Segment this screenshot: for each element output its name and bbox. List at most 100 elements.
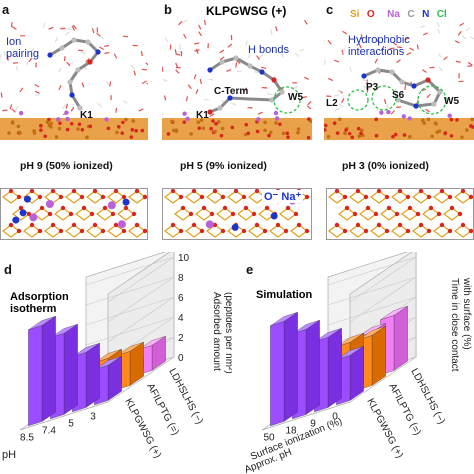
peptide-atom bbox=[413, 103, 419, 109]
legend-na: Na bbox=[387, 9, 400, 20]
water-molecule bbox=[182, 19, 188, 24]
water-molecule bbox=[48, 26, 54, 30]
panel-a-letter: a bbox=[2, 2, 10, 17]
peptide-atom bbox=[67, 79, 73, 85]
oxygen-atom bbox=[37, 228, 43, 234]
water-molecule bbox=[270, 29, 273, 35]
water-molecule bbox=[303, 19, 308, 25]
surface-atom bbox=[426, 117, 431, 122]
sodium-ion bbox=[256, 117, 261, 122]
surface-atom bbox=[115, 130, 119, 135]
oxygen-atom bbox=[449, 205, 455, 211]
oxygen-atom bbox=[439, 222, 445, 228]
surface-atom bbox=[449, 117, 454, 122]
surface-atom bbox=[344, 128, 348, 132]
sodium-ion bbox=[205, 220, 214, 229]
water-molecule bbox=[194, 42, 200, 45]
oxygen-atom bbox=[426, 228, 432, 234]
x-axis-title: pH bbox=[2, 449, 16, 461]
water-molecule bbox=[81, 82, 85, 88]
surface-atom bbox=[307, 117, 311, 121]
surface-atom bbox=[199, 118, 204, 122]
water-molecule bbox=[146, 82, 148, 85]
surface-atom bbox=[267, 133, 271, 138]
water-molecule bbox=[34, 90, 40, 94]
oxygen-atom bbox=[293, 211, 299, 217]
surface-atom bbox=[356, 126, 361, 131]
oxygen-atom bbox=[355, 189, 361, 194]
water-molecule bbox=[99, 46, 105, 51]
surface-atom bbox=[189, 132, 193, 136]
bar-side bbox=[85, 342, 100, 408]
oxygen-atom bbox=[16, 228, 22, 234]
oxygen-atom bbox=[394, 211, 400, 217]
highlight-s6 bbox=[371, 85, 397, 111]
panel-c-snapshot: c Si O Na C N Cl Hydrophobic interaction… bbox=[324, 0, 474, 178]
water-molecule bbox=[175, 69, 180, 74]
highlight-l2 bbox=[347, 89, 369, 111]
surface-atom bbox=[54, 135, 59, 139]
water-molecule bbox=[304, 76, 310, 80]
water-molecule bbox=[3, 50, 7, 56]
panel-title: KLPGWSG (+) bbox=[206, 4, 287, 18]
water-molecule bbox=[198, 31, 202, 37]
label-k1-b: K1 bbox=[196, 110, 209, 121]
oxygen-atom bbox=[241, 194, 247, 200]
water-molecule bbox=[438, 66, 444, 72]
oxygen-atom bbox=[275, 222, 281, 228]
surface-atom bbox=[246, 131, 251, 136]
z-tick-label: 4 bbox=[178, 313, 184, 324]
water-molecule bbox=[141, 68, 148, 71]
water-molecule bbox=[141, 80, 147, 85]
surface-atom bbox=[182, 120, 187, 124]
surface-atom bbox=[166, 132, 171, 136]
z-tick-label: 0 bbox=[178, 353, 184, 364]
surface-atom bbox=[408, 134, 412, 139]
oxygen-atom bbox=[81, 205, 87, 211]
oxygen-atom bbox=[170, 189, 176, 194]
ionized-oxygen bbox=[12, 216, 20, 224]
water-molecule bbox=[280, 52, 284, 58]
surface-atom bbox=[220, 126, 225, 131]
peptide-backbone bbox=[209, 56, 285, 114]
x-tick-label: 0 bbox=[332, 412, 338, 423]
sodium-ion bbox=[107, 201, 116, 210]
water-molecule bbox=[42, 22, 46, 28]
water-molecule bbox=[164, 37, 169, 42]
water-molecule bbox=[420, 25, 426, 29]
water-molecule bbox=[420, 88, 427, 92]
peptide-atom bbox=[227, 95, 233, 101]
peptide-atom bbox=[87, 59, 93, 65]
water-molecule bbox=[219, 49, 225, 54]
surface-atom bbox=[16, 124, 21, 129]
oxygen-atom bbox=[110, 211, 116, 217]
oxygen-atom bbox=[50, 222, 56, 228]
peptide-atom bbox=[47, 52, 53, 58]
panel-b-snapshot: b KLPGWSG (+) H bonds C-Term K1 W5 bbox=[162, 0, 312, 178]
water-molecule bbox=[97, 103, 102, 108]
panel-a-snapshot: a Ion pairing K1 bbox=[0, 0, 148, 178]
water-molecule bbox=[256, 55, 261, 60]
ionized-oxygen bbox=[23, 195, 31, 203]
oxygen-atom bbox=[220, 194, 226, 200]
surface-atom bbox=[470, 117, 474, 122]
surface-atom bbox=[269, 130, 273, 135]
oxygen-atom bbox=[29, 222, 35, 228]
z-tick-label: 8 bbox=[178, 273, 184, 284]
water-molecule bbox=[426, 93, 431, 99]
bar-side bbox=[393, 305, 408, 371]
surface-atom bbox=[296, 130, 300, 135]
surface-atom bbox=[10, 121, 15, 125]
water-molecule bbox=[294, 52, 300, 58]
water-molecule bbox=[383, 98, 387, 105]
sodium-ion bbox=[18, 110, 24, 116]
water-molecule bbox=[299, 48, 305, 52]
oxygen-atom bbox=[304, 228, 310, 234]
label-cterm: C-Term bbox=[214, 86, 249, 97]
water-molecule bbox=[104, 45, 110, 47]
surface-atom bbox=[470, 125, 474, 129]
water-molecule bbox=[425, 108, 431, 113]
oxygen-atom bbox=[243, 205, 249, 211]
oxygen-atom bbox=[134, 222, 140, 228]
water-molecule bbox=[245, 40, 248, 46]
